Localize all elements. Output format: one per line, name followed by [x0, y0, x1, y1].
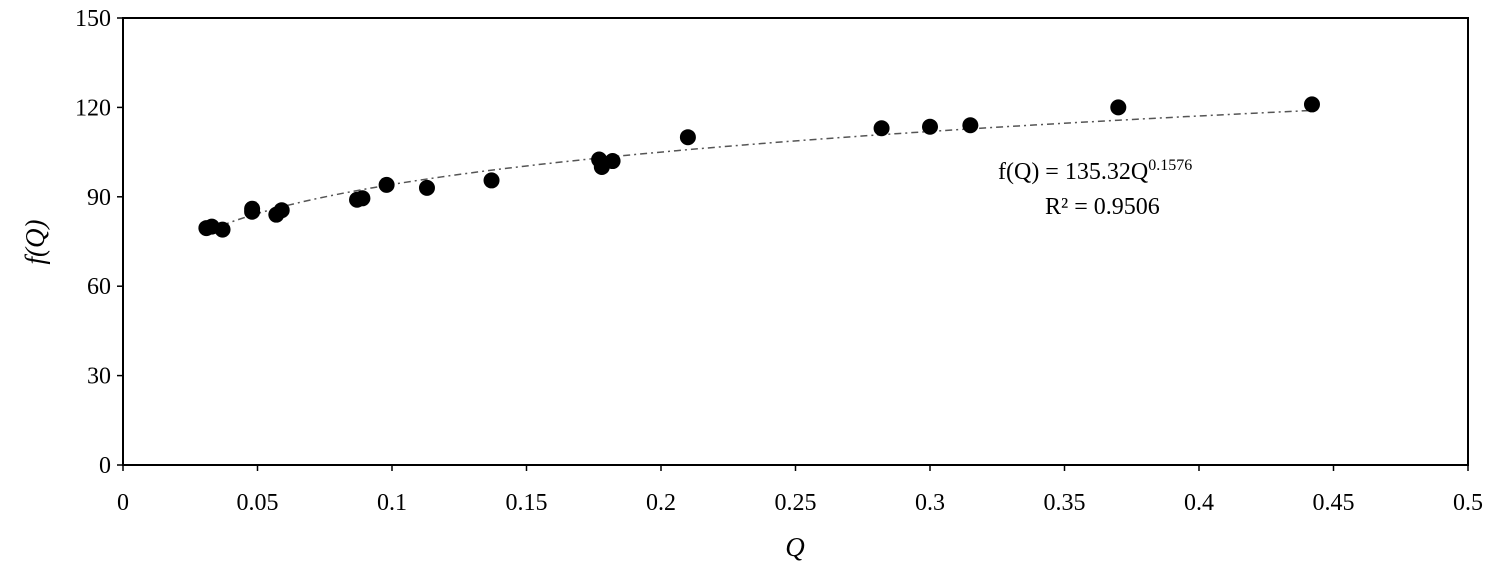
- data-point: [604, 153, 621, 170]
- r-squared-label: R² = 0.9506: [1045, 194, 1160, 220]
- data-point: [962, 117, 979, 134]
- plot-area-frame: [122, 17, 1469, 466]
- x-tick-label: 0.1: [377, 490, 407, 516]
- equation-base: f(Q) = 135.32Q: [998, 159, 1148, 185]
- y-tick-label: 90: [87, 185, 111, 211]
- y-axis-ticks: 0 30 60 90 120 150: [75, 6, 123, 479]
- x-tick-label: 0.2: [646, 490, 676, 516]
- y-tick-label: 0: [99, 453, 111, 479]
- x-tick-label: 0: [117, 490, 129, 516]
- y-tick-label: 120: [75, 95, 111, 121]
- x-tick-label: 0.45: [1313, 490, 1355, 516]
- data-points: [198, 96, 1320, 238]
- x-tick-label: 0.35: [1044, 490, 1086, 516]
- x-tick-label: 0.4: [1184, 490, 1214, 516]
- x-axis-title: Q: [785, 532, 805, 562]
- y-tick-label: 60: [87, 274, 111, 300]
- data-point: [873, 120, 890, 137]
- x-axis-ticks: 0 0.05 0.1 0.15 0.2 0.25 0.3 0.35 0.4 0.45 0.5: [117, 465, 1483, 516]
- data-point: [418, 179, 435, 196]
- x-tick-label: 0.15: [506, 490, 548, 516]
- data-point: [378, 176, 395, 193]
- x-tick-label: 0.25: [775, 490, 817, 516]
- y-tick-label: 150: [75, 6, 111, 32]
- data-point: [1303, 96, 1320, 113]
- y-tick-label: 30: [87, 364, 111, 390]
- data-point: [1110, 99, 1127, 116]
- y-axis-title: f(Q): [20, 220, 50, 265]
- x-tick-label: 0.05: [237, 490, 279, 516]
- data-point: [354, 190, 371, 207]
- data-point: [483, 172, 500, 189]
- data-point: [214, 221, 231, 238]
- data-point: [679, 129, 696, 146]
- x-tick-label: 0.5: [1453, 490, 1483, 516]
- data-point: [244, 203, 261, 220]
- data-point: [273, 202, 290, 219]
- equation-exponent: 0.1576: [1148, 157, 1192, 174]
- x-tick-label: 0.3: [915, 490, 945, 516]
- data-point: [922, 118, 938, 135]
- trendline-equation: f(Q) = 135.32Q0.1576: [998, 157, 1192, 185]
